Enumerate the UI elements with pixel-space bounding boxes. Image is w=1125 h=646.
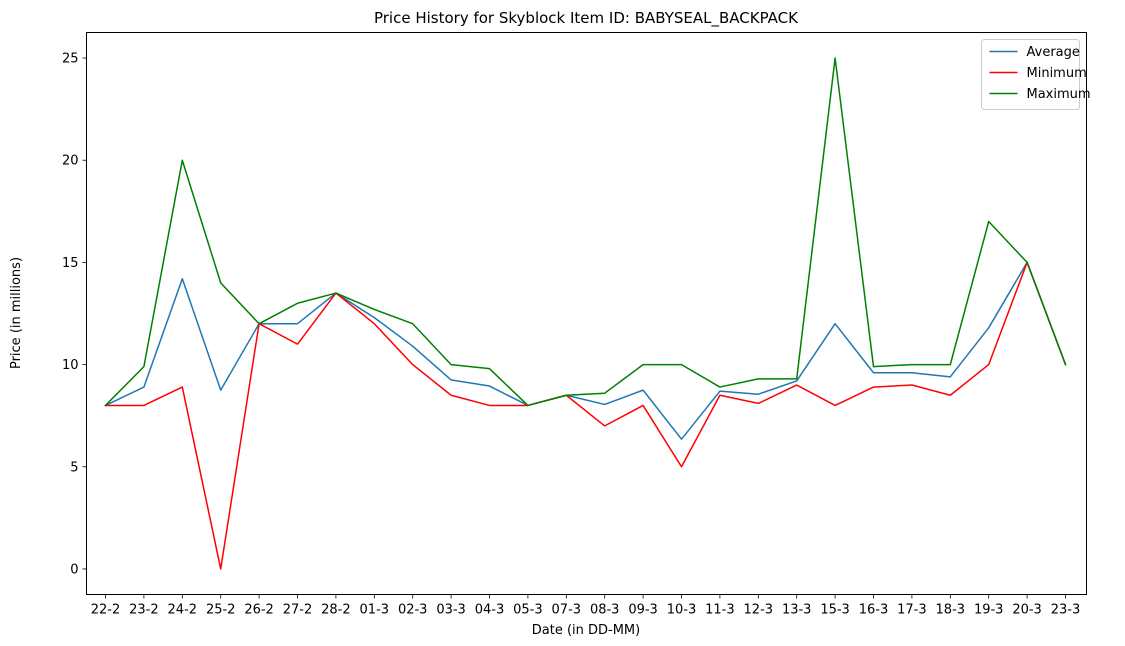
x-tick-label: 26-2 [244, 603, 274, 618]
legend-label-minimum: Minimum [1027, 66, 1087, 81]
y-axis: 0 5 10 15 20 25 [62, 52, 87, 577]
x-tick-label: 12-3 [744, 603, 774, 618]
x-tick-label: 25-2 [206, 603, 236, 618]
series-line-minimum [104, 261, 1067, 570]
x-tick-label: 17-3 [897, 603, 927, 618]
x-tick-label: 01-3 [360, 603, 390, 618]
x-tick-label: 24-2 [168, 603, 198, 618]
y-tick-label: 0 [70, 562, 78, 577]
series-line-maximum [104, 57, 1067, 407]
x-tick-label: 08-3 [590, 603, 620, 618]
x-tick-label: 15-3 [820, 603, 850, 618]
x-tick-label: 28-2 [321, 603, 351, 618]
series-line-average [104, 261, 1067, 440]
plot-frame [86, 32, 1087, 595]
x-tick-label: 19-3 [974, 603, 1004, 618]
x-axis-title: Date (in DD-MM) [532, 623, 640, 638]
y-axis-title: Price (in millions) [9, 257, 24, 369]
legend: Average Minimum Maximum [981, 39, 1091, 110]
x-tick-label: 27-2 [283, 603, 313, 618]
x-tick-label: 20-3 [1012, 603, 1042, 618]
y-tick-label: 15 [62, 256, 79, 271]
x-tick-label: 16-3 [859, 603, 889, 618]
x-tick-label: 11-3 [705, 603, 735, 618]
legend-label-maximum: Maximum [1027, 87, 1091, 102]
x-tick-label: 23-3 [1051, 603, 1081, 618]
x-axis: 22-2 23-2 24-2 25-2 26-2 27-2 28-2 01-3 02-3 03-3… [91, 594, 1081, 618]
x-tick-label: 18-3 [936, 603, 966, 618]
x-tick-label: 23-2 [129, 603, 159, 618]
x-tick-label: 04-3 [475, 603, 505, 618]
legend-box [981, 39, 1080, 110]
x-tick-label: 02-3 [398, 603, 428, 618]
y-tick-label: 25 [62, 52, 79, 67]
y-tick-label: 20 [62, 154, 79, 169]
x-tick-label: 03-3 [436, 603, 466, 618]
x-tick-label: 13-3 [782, 603, 812, 618]
x-tick-label: 05-3 [513, 603, 543, 618]
chart-title: Price History for Skyblock Item ID: BABY… [374, 9, 799, 28]
y-tick-label: 5 [70, 460, 78, 475]
legend-label-average: Average [1027, 45, 1080, 60]
x-tick-label: 07-3 [552, 603, 582, 618]
x-tick-label: 09-3 [628, 603, 658, 618]
y-tick-label: 10 [62, 358, 79, 373]
x-tick-label: 22-2 [91, 603, 121, 618]
x-tick-label: 10-3 [667, 603, 697, 618]
series-lines [104, 57, 1067, 570]
